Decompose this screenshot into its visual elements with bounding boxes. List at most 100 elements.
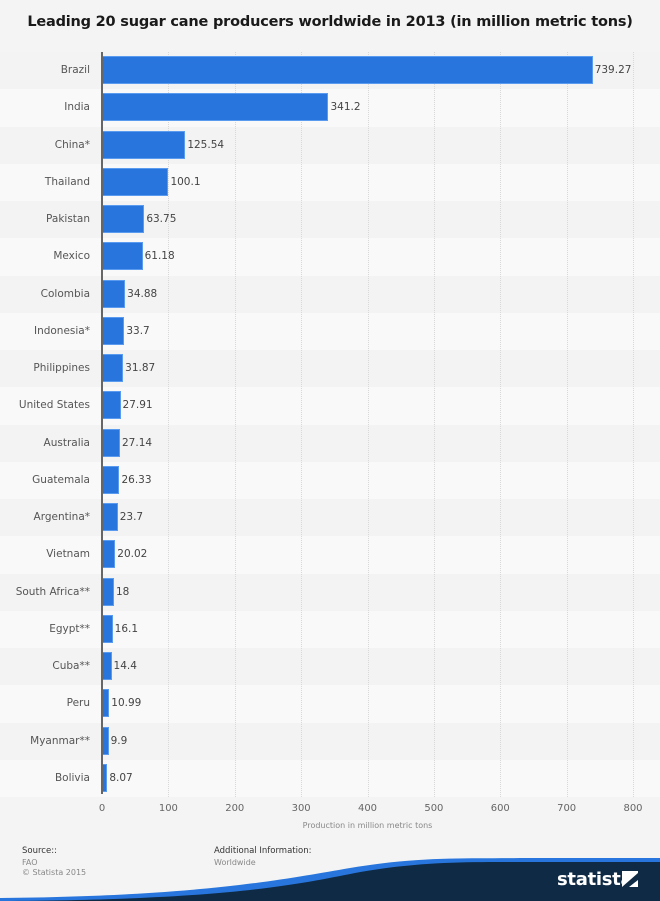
value-label: 34.88 (127, 287, 158, 300)
additional-info-heading: Additional Information: (214, 846, 312, 856)
statista-logo-icon (622, 871, 638, 887)
category-label: Brazil (60, 64, 90, 76)
category-label: United States (18, 399, 90, 412)
copyright-line: © Statista 2015 (22, 868, 87, 877)
grid-line (566, 52, 568, 797)
bar[interactable] (102, 279, 126, 308)
value-label: 61.18 (144, 250, 175, 263)
value-label: 20.02 (117, 548, 148, 561)
category-label: India (64, 101, 90, 114)
category-label: Mexico (53, 250, 90, 263)
grid-line (301, 52, 303, 797)
category-label: Vietnam (46, 548, 90, 561)
row-band (0, 499, 660, 537)
row-band (0, 126, 660, 164)
value-label: 31.87 (125, 362, 156, 374)
bar[interactable] (102, 167, 169, 196)
row-band (0, 312, 660, 350)
x-tick-label: 600 (490, 803, 510, 814)
row-band (0, 387, 660, 425)
x-axis-label: Production in million metric tons (302, 821, 433, 830)
row-band (0, 759, 660, 797)
statista-logo: statista (557, 869, 633, 890)
value-label: 341.2 (330, 101, 361, 114)
row-band (0, 536, 660, 574)
bar[interactable] (102, 614, 113, 643)
value-label: 27.91 (122, 399, 153, 412)
bar[interactable] (102, 652, 112, 680)
bar[interactable] (102, 242, 143, 271)
bar[interactable] (102, 577, 114, 606)
row-band (0, 350, 660, 388)
bar[interactable] (102, 689, 110, 718)
bar[interactable] (102, 428, 120, 457)
category-label: Australia (43, 436, 90, 449)
x-tick-label: 200 (225, 803, 245, 814)
value-label: 739.27 (594, 64, 632, 76)
category-label: South Africa** (15, 585, 90, 598)
additional-info-line: Worldwide (214, 858, 256, 867)
row-band (0, 685, 660, 723)
category-label: Thailand (44, 175, 90, 188)
value-label: 125.54 (187, 138, 225, 151)
category-label: Peru (66, 697, 90, 710)
brand-wave (0, 858, 660, 901)
bar[interactable] (102, 540, 116, 569)
source-line: FAO (22, 858, 38, 867)
y-axis-line (101, 52, 103, 794)
category-label: Argentina* (33, 511, 90, 523)
bar[interactable] (102, 354, 124, 382)
bar[interactable] (102, 93, 329, 122)
value-label: 10.99 (111, 697, 142, 710)
row-band (0, 424, 660, 462)
grid-line (433, 52, 435, 797)
value-label: 33.7 (126, 324, 150, 337)
bar[interactable] (102, 465, 120, 494)
row-band (0, 573, 660, 611)
category-label: Myanmar** (30, 734, 90, 747)
row-band (0, 238, 660, 276)
bar[interactable] (102, 503, 118, 531)
grid-line (633, 52, 634, 797)
category-label: Philippines (33, 362, 90, 374)
category-label: Cuba** (52, 660, 90, 672)
x-tick-label: 400 (357, 803, 378, 814)
value-label: 63.75 (146, 213, 177, 225)
bar[interactable] (102, 391, 121, 420)
category-label: Bolivia (54, 771, 90, 784)
x-tick-label: 500 (424, 803, 444, 814)
value-label: 9.9 (110, 734, 128, 747)
grid-line (500, 52, 502, 797)
grid-line (367, 52, 369, 797)
category-label: Indonesia* (33, 324, 90, 337)
source-heading: Source:: (22, 846, 57, 856)
row-band (0, 610, 660, 648)
value-label: 14.4 (113, 660, 137, 672)
row-band (0, 163, 660, 201)
value-label: 8.07 (109, 771, 133, 784)
grid-line (234, 52, 236, 797)
category-label: China* (54, 138, 90, 151)
category-label: Guatemala (32, 473, 90, 486)
value-label: 100.1 (170, 175, 201, 188)
category-label: Pakistan (46, 213, 90, 225)
row-band (0, 461, 660, 499)
bar[interactable] (102, 205, 145, 233)
row-band (0, 201, 660, 239)
chart-title: Leading 20 sugar cane producers worldwid… (27, 14, 633, 30)
value-label: 18 (115, 585, 130, 598)
grid-line (168, 52, 170, 797)
row-band (0, 275, 660, 313)
value-label: 27.14 (122, 436, 153, 449)
bar[interactable] (102, 316, 125, 345)
category-label: Egypt** (49, 622, 90, 635)
bar[interactable] (102, 130, 186, 159)
category-label: Colombia (40, 287, 90, 300)
x-tick-label: 0 (98, 803, 106, 814)
x-tick-label: 700 (557, 803, 577, 814)
x-tick-label: 100 (158, 803, 178, 814)
bar[interactable] (102, 56, 593, 84)
x-tick-label: 800 (623, 803, 643, 814)
x-tick-label: 300 (291, 803, 311, 814)
value-label: 16.1 (114, 622, 139, 635)
